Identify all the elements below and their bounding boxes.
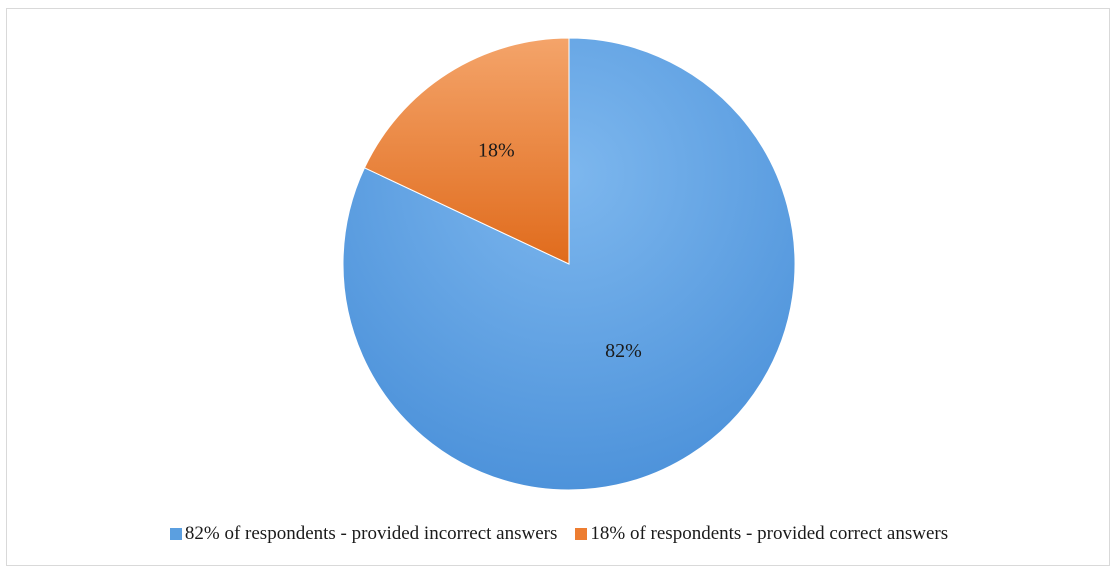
legend-item-correct: 18% of respondents - provided correct an… <box>575 523 948 545</box>
legend-label-correct: 18% of respondents - provided correct an… <box>590 523 949 544</box>
legend-item-incorrect: 82% of respondents - provided incorrect … <box>169 523 558 545</box>
pie-chart: 82% 18% <box>342 37 796 491</box>
pie-slice-correct <box>363 37 570 265</box>
legend: 82% of respondents - provided incorrect … <box>7 520 1111 548</box>
pie-slice-incorrect <box>342 37 796 491</box>
chart-area: 82% 18% 82% of respondents - provided inc… <box>6 8 1110 566</box>
legend-swatch-incorrect <box>169 528 182 540</box>
legend-swatch-correct <box>575 528 588 540</box>
data-label-correct: 18% <box>478 140 515 162</box>
legend-label-incorrect: 82% of respondents - provided incorrect … <box>184 523 558 544</box>
data-label-incorrect: 82% <box>605 340 642 362</box>
